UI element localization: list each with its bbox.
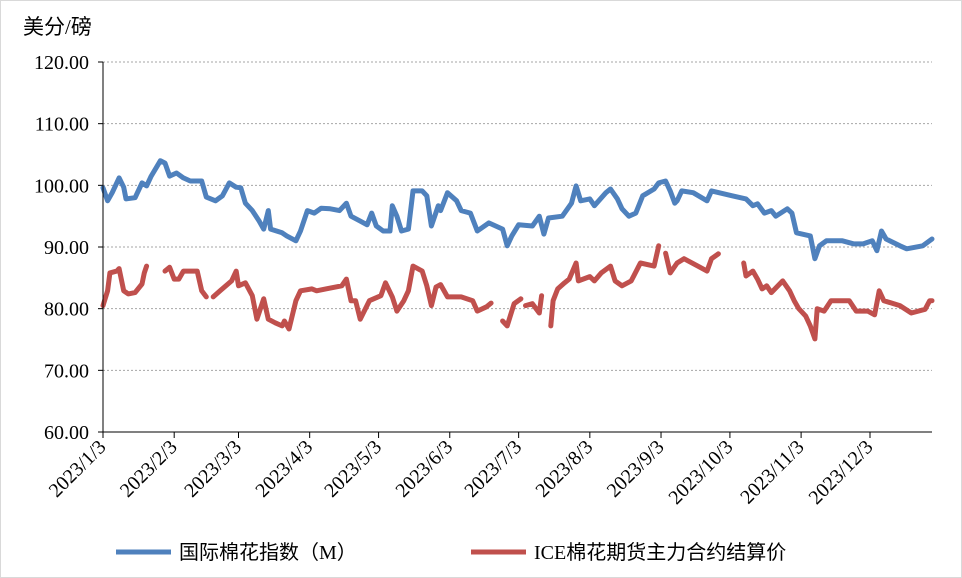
x-tick-label: 2023/8/3 [532,436,598,502]
x-tick-label: 2023/7/3 [460,436,526,502]
x-tick-label: 2023/5/3 [320,436,386,502]
x-tick-label: 2023/4/3 [251,436,317,502]
x-tick-label: 2023/2/3 [116,436,182,502]
x-tick-label: 2023/10/3 [665,436,738,509]
y-tick-label: 60.00 [44,422,89,444]
series-line-ice-futures [100,243,935,342]
x-tick-label: 2023/9/3 [603,436,669,502]
y-axis-ticks: 60.00 70.00 80.00 90.00 100.00 110.00 120.00 [34,52,103,444]
x-tick-label: 2023/6/3 [391,436,457,502]
series-lines [100,158,935,342]
y-tick-label: 80.00 [44,299,89,321]
legend: 国际棉花指数（M） ICE棉花期货主力合约结算价 [116,541,786,564]
series-line-cotton-index [100,158,935,262]
legend-label-cotton-index: 国际棉花指数（M） [179,541,357,564]
y-tick-label: 110.00 [35,114,89,136]
x-tick-label: 2023/3/3 [180,436,246,502]
x-tick-label: 2023/12/3 [805,436,878,509]
y-tick-label: 120.00 [34,52,89,74]
y-tick-label: 90.00 [44,237,89,259]
y-tick-label: 70.00 [44,360,89,382]
x-tick-label: 2023/11/3 [736,436,808,508]
legend-label-ice-futures: ICE棉花期货主力合约结算价 [534,541,786,564]
y-axis-unit-label: 美分/磅 [23,15,92,39]
x-tick-label: 2023/1/3 [45,436,111,502]
y-tick-label: 100.00 [34,175,89,197]
